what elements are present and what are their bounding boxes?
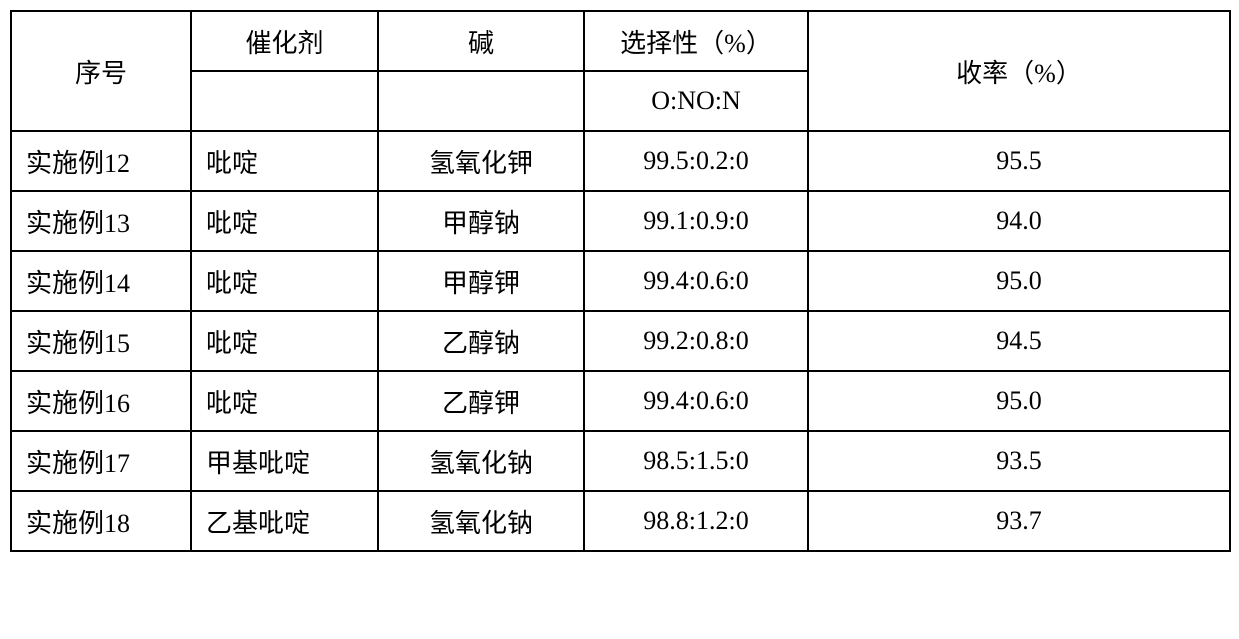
cell-base: 氢氧化钠 [378, 491, 584, 551]
cell-seq: 实施例17 [11, 431, 191, 491]
col-header-sel: 选择性（%） [584, 11, 808, 71]
cell-base: 氢氧化钠 [378, 431, 584, 491]
cell-sel: 99.1:0.9:0 [584, 191, 808, 251]
col-header-base: 碱 [378, 11, 584, 71]
cell-cat: 甲基吡啶 [191, 431, 378, 491]
cell-seq: 实施例18 [11, 491, 191, 551]
cell-yield: 95.0 [808, 371, 1230, 431]
table-row: 实施例14 吡啶 甲醇钾 99.4:0.6:0 95.0 [11, 251, 1230, 311]
cell-sel: 98.8:1.2:0 [584, 491, 808, 551]
col-header-sel-sub: O:NO:N [584, 71, 808, 131]
cell-seq: 实施例13 [11, 191, 191, 251]
col-header-cat-blank [191, 71, 378, 131]
cell-cat: 吡啶 [191, 371, 378, 431]
cell-sel: 99.2:0.8:0 [584, 311, 808, 371]
cell-seq: 实施例15 [11, 311, 191, 371]
col-header-base-blank [378, 71, 584, 131]
cell-seq: 实施例14 [11, 251, 191, 311]
cell-yield: 95.0 [808, 251, 1230, 311]
cell-base: 乙醇钾 [378, 371, 584, 431]
table-body: 实施例12 吡啶 氢氧化钾 99.5:0.2:0 95.5 实施例13 吡啶 甲… [11, 131, 1230, 551]
cell-base: 甲醇钠 [378, 191, 584, 251]
table-row: 实施例12 吡啶 氢氧化钾 99.5:0.2:0 95.5 [11, 131, 1230, 191]
header-row-1: 序号 催化剂 碱 选择性（%） 收率（%） [11, 11, 1230, 71]
cell-sel: 98.5:1.5:0 [584, 431, 808, 491]
cell-base: 乙醇钠 [378, 311, 584, 371]
cell-yield: 93.7 [808, 491, 1230, 551]
cell-yield: 94.5 [808, 311, 1230, 371]
cell-cat: 乙基吡啶 [191, 491, 378, 551]
cell-cat: 吡啶 [191, 251, 378, 311]
col-header-seq: 序号 [11, 11, 191, 131]
cell-seq: 实施例16 [11, 371, 191, 431]
cell-cat: 吡啶 [191, 191, 378, 251]
cell-sel: 99.4:0.6:0 [584, 251, 808, 311]
table-row: 实施例13 吡啶 甲醇钠 99.1:0.9:0 94.0 [11, 191, 1230, 251]
table-row: 实施例17 甲基吡啶 氢氧化钠 98.5:1.5:0 93.5 [11, 431, 1230, 491]
cell-sel: 99.5:0.2:0 [584, 131, 808, 191]
table-row: 实施例16 吡啶 乙醇钾 99.4:0.6:0 95.0 [11, 371, 1230, 431]
cell-sel: 99.4:0.6:0 [584, 371, 808, 431]
cell-cat: 吡啶 [191, 131, 378, 191]
table-row: 实施例15 吡啶 乙醇钠 99.2:0.8:0 94.5 [11, 311, 1230, 371]
cell-yield: 94.0 [808, 191, 1230, 251]
cell-yield: 95.5 [808, 131, 1230, 191]
data-table: 序号 催化剂 碱 选择性（%） 收率（%） O:NO:N 实施例12 吡啶 氢氧… [10, 10, 1231, 552]
cell-base: 甲醇钾 [378, 251, 584, 311]
table-row: 实施例18 乙基吡啶 氢氧化钠 98.8:1.2:0 93.7 [11, 491, 1230, 551]
cell-base: 氢氧化钾 [378, 131, 584, 191]
cell-yield: 93.5 [808, 431, 1230, 491]
cell-cat: 吡啶 [191, 311, 378, 371]
cell-seq: 实施例12 [11, 131, 191, 191]
col-header-cat: 催化剂 [191, 11, 378, 71]
col-header-yield: 收率（%） [808, 11, 1230, 131]
